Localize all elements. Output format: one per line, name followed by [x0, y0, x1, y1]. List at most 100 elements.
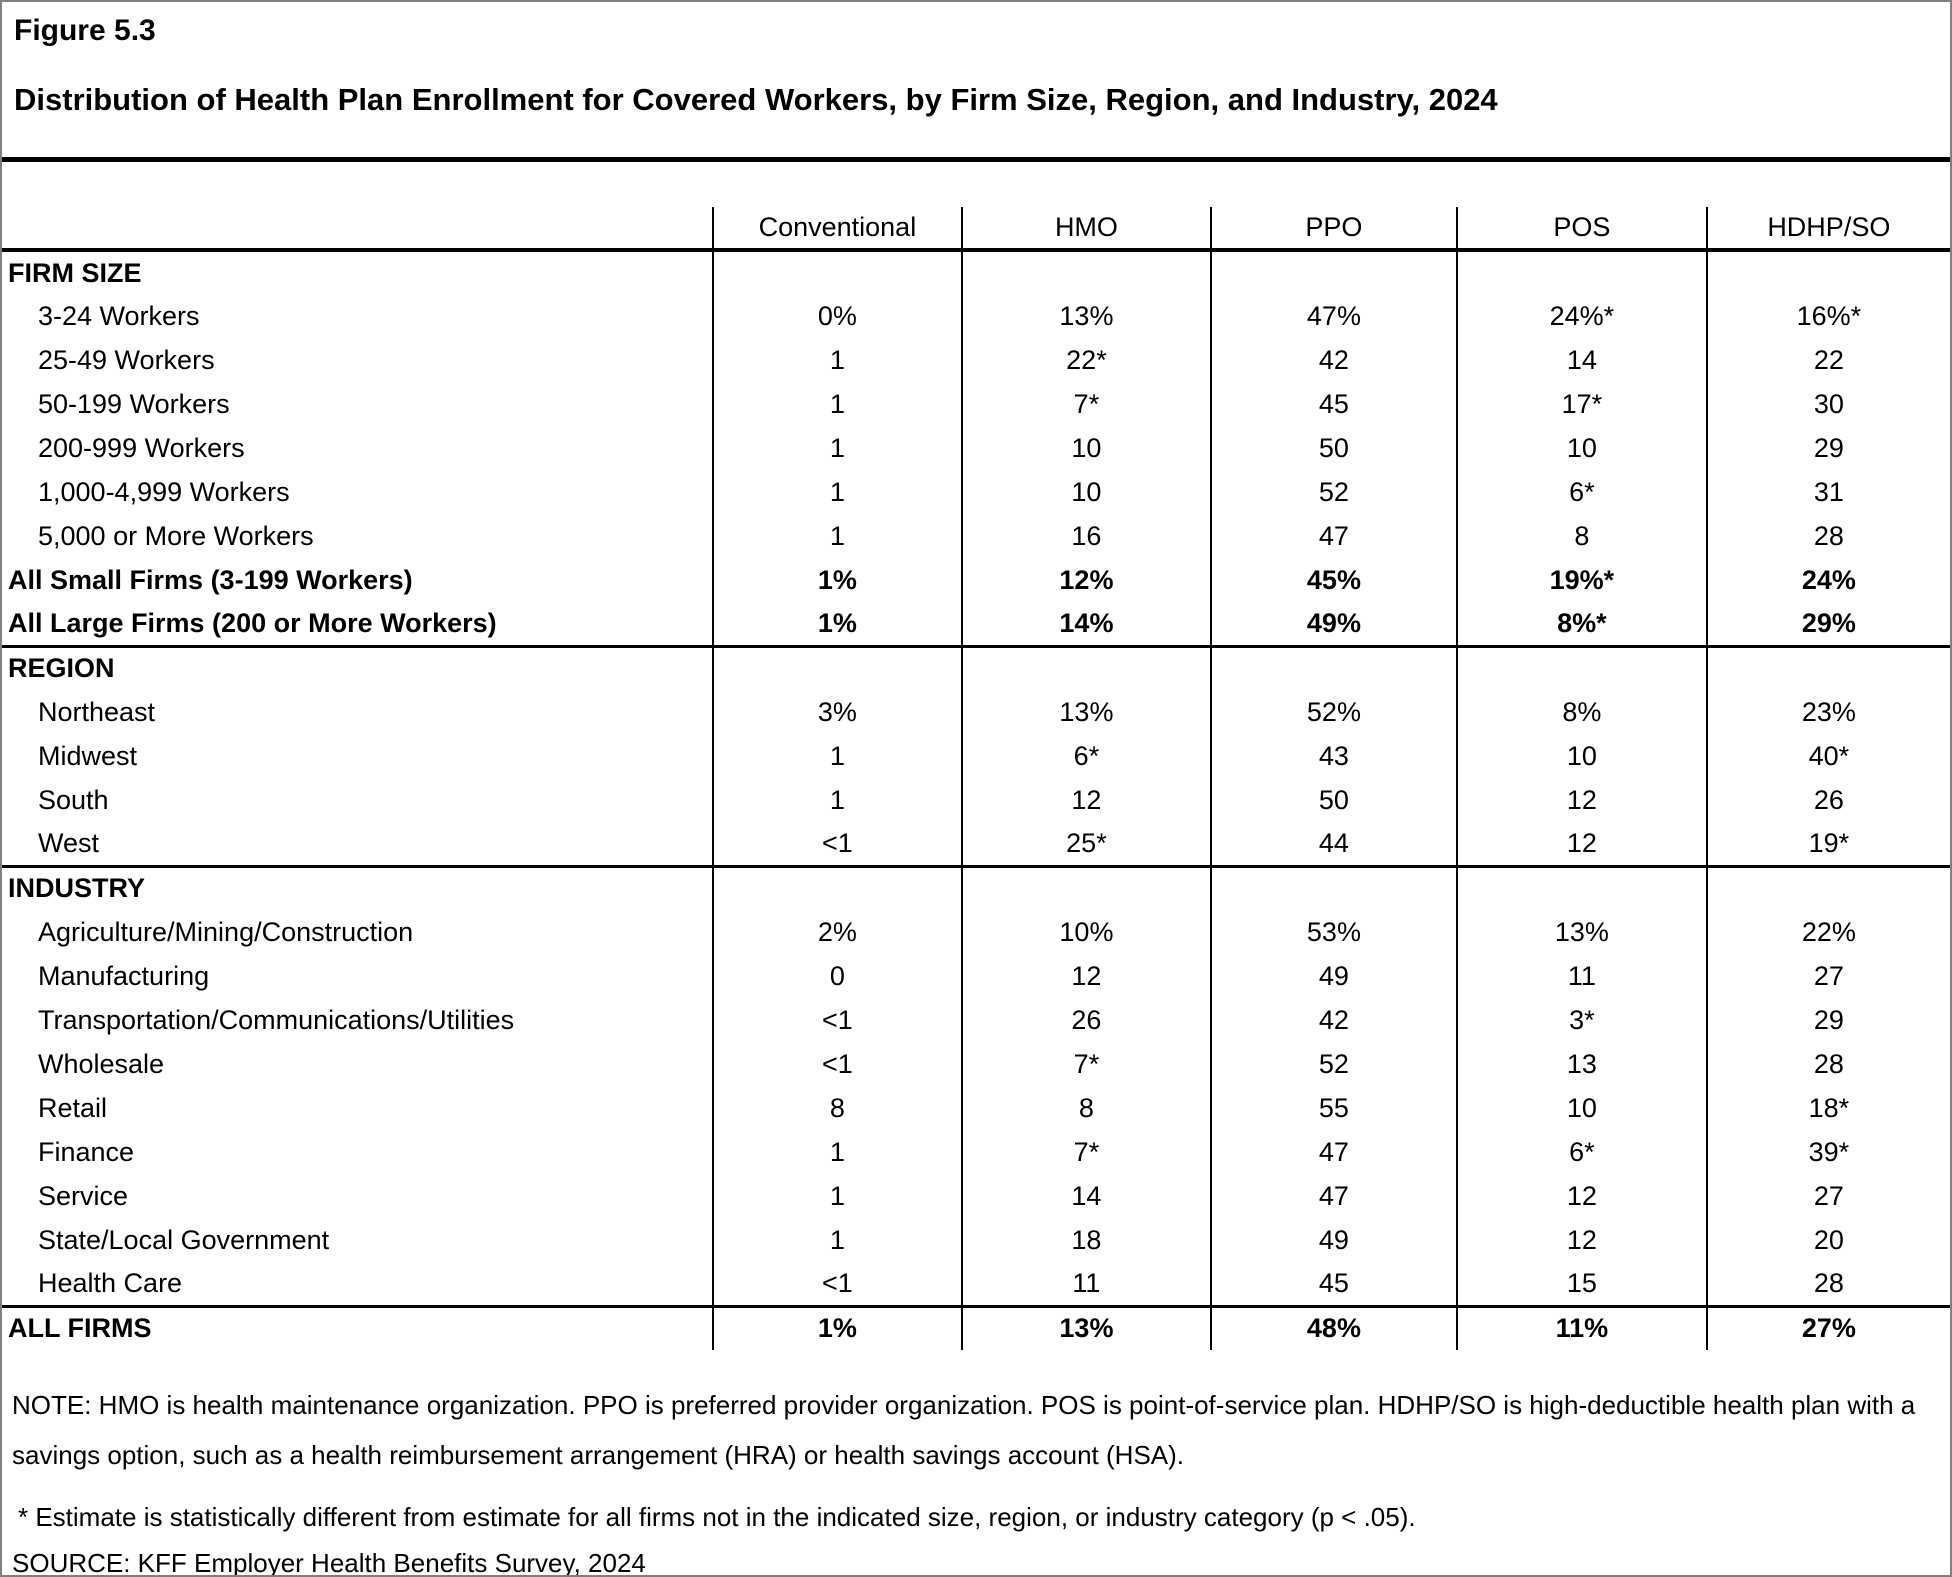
row-label: South — [38, 784, 109, 815]
corner-cell — [2, 207, 713, 250]
value-cell: 2% — [711, 910, 963, 954]
row-label: Wholesale — [38, 1048, 165, 1079]
value-cell: 26 — [1705, 778, 1950, 822]
value-cell: 1 — [711, 514, 963, 558]
value-cell: 25* — [961, 822, 1211, 866]
asterisk-footnote: * Estimate is statistically different fr… — [18, 1502, 1416, 1532]
value-cell: 1 — [711, 470, 963, 514]
value-cell: 3% — [711, 690, 963, 734]
value-cell: 13% — [961, 294, 1211, 338]
value-cell: 18 — [961, 1218, 1211, 1262]
value-cell: 12 — [961, 954, 1211, 998]
value-cell: 1 — [711, 426, 963, 470]
value-cell: 47% — [1209, 294, 1458, 338]
row-label: Retail — [38, 1092, 108, 1123]
value-cell: 7* — [961, 1130, 1211, 1174]
value-cell — [711, 866, 963, 910]
table-wrap: Conventional HMO PPO POS HDHP/SO FIRM SIZE 3-… — [2, 207, 1950, 1350]
data-row: Northeast 3% 13% 52% 8% 23% — [2, 690, 1950, 734]
value-cell: 12 — [1456, 822, 1707, 866]
row-label: FIRM SIZE — [8, 257, 142, 288]
value-cell: 47 — [1209, 514, 1458, 558]
value-cell: 1 — [711, 338, 963, 382]
value-cell: 30 — [1705, 382, 1950, 426]
column-header-hdhp-so: HDHP/SO — [1705, 207, 1950, 250]
row-label: Midwest — [38, 740, 138, 771]
value-cell: 10 — [1456, 426, 1707, 470]
row-label: 50-199 Workers — [38, 388, 230, 419]
title-divider-rule — [2, 157, 1950, 162]
value-cell: 13% — [1456, 910, 1707, 954]
row-label: 200-999 Workers — [38, 432, 245, 463]
enrollment-table: Conventional HMO PPO POS HDHP/SO FIRM SIZE 3-… — [2, 207, 1950, 1350]
value-cell: 12 — [1456, 1174, 1707, 1218]
row-label: REGION — [8, 653, 115, 684]
column-header-ppo: PPO — [1209, 207, 1458, 250]
value-cell: 10% — [961, 910, 1211, 954]
value-cell: 0 — [711, 954, 963, 998]
value-cell: 50 — [1209, 778, 1458, 822]
value-cell — [1209, 866, 1458, 910]
row-label: ALL FIRMS — [8, 1313, 152, 1344]
row-label: State/Local Government — [38, 1224, 330, 1255]
value-cell: 14% — [961, 602, 1211, 646]
figure-number: Figure 5.3 — [14, 14, 156, 47]
value-cell — [1209, 646, 1458, 690]
value-cell: 16 — [961, 514, 1211, 558]
value-cell: 52 — [1209, 1042, 1458, 1086]
value-cell: 11% — [1456, 1306, 1707, 1350]
column-header-pos: POS — [1456, 207, 1707, 250]
data-row: Retail 8 8 55 10 18* — [2, 1086, 1950, 1130]
row-label: West — [38, 827, 100, 858]
value-cell: 8 — [711, 1086, 963, 1130]
value-cell: 27% — [1705, 1306, 1950, 1350]
data-row: 3-24 Workers 0% 13% 47% 24%* 16%* — [2, 294, 1950, 338]
value-cell: 27 — [1705, 954, 1950, 998]
value-cell: <1 — [711, 1262, 963, 1306]
value-cell: 6* — [961, 734, 1211, 778]
row-label: Manufacturing — [38, 960, 210, 991]
value-cell: 10 — [961, 426, 1211, 470]
value-cell: 45% — [1209, 558, 1458, 602]
value-cell: 29 — [1705, 998, 1950, 1042]
data-row: 200-999 Workers 1 10 50 10 29 — [2, 426, 1950, 470]
value-cell: 29% — [1705, 602, 1950, 646]
value-cell: 22 — [1705, 338, 1950, 382]
value-cell: 8 — [961, 1086, 1211, 1130]
column-header-row: Conventional HMO PPO POS HDHP/SO — [2, 207, 1950, 250]
value-cell: 23% — [1705, 690, 1950, 734]
value-cell: 27 — [1705, 1174, 1950, 1218]
source-text: SOURCE: KFF Employer Health Benefits Sur… — [12, 1548, 646, 1577]
value-cell: 11 — [1456, 954, 1707, 998]
row-label: Service — [38, 1180, 129, 1211]
value-cell: 10 — [1456, 1086, 1707, 1130]
column-header-hmo: HMO — [961, 207, 1211, 250]
row-label: 5,000 or More Workers — [38, 520, 314, 551]
data-row: Agriculture/Mining/Construction 2% 10% 53% 1… — [2, 910, 1950, 954]
value-cell: 10 — [961, 470, 1211, 514]
value-cell: 1 — [711, 778, 963, 822]
value-cell: 8%* — [1456, 602, 1707, 646]
page-title: Distribution of Health Plan Enrollment f… — [14, 82, 1498, 117]
value-cell: 16%* — [1705, 294, 1950, 338]
value-cell: 40* — [1705, 734, 1950, 778]
data-row: Service 1 14 47 12 27 — [2, 1174, 1950, 1218]
row-label: Northeast — [38, 696, 156, 727]
value-cell — [1456, 866, 1707, 910]
data-row: Manufacturing 0 12 49 11 27 — [2, 954, 1950, 998]
table-head: Conventional HMO PPO POS HDHP/SO — [2, 207, 1950, 250]
value-cell: 42 — [1209, 338, 1458, 382]
row-label: All Small Firms (3-199 Workers) — [8, 564, 413, 595]
note-text: NOTE: HMO is health maintenance organiza… — [12, 1390, 1916, 1470]
value-cell: 3* — [1456, 998, 1707, 1042]
value-cell — [1705, 866, 1950, 910]
row-label: Finance — [38, 1136, 135, 1167]
value-cell: 45 — [1209, 1262, 1458, 1306]
data-row: Transportation/Communications/Utilities <… — [2, 998, 1950, 1042]
data-row: South 1 12 50 12 26 — [2, 778, 1950, 822]
data-row: Midwest 1 6* 43 10 40* — [2, 734, 1950, 778]
value-cell — [1705, 250, 1950, 294]
data-row: 25-49 Workers 1 22* 42 14 22 — [2, 338, 1950, 382]
value-cell: 6* — [1456, 470, 1707, 514]
